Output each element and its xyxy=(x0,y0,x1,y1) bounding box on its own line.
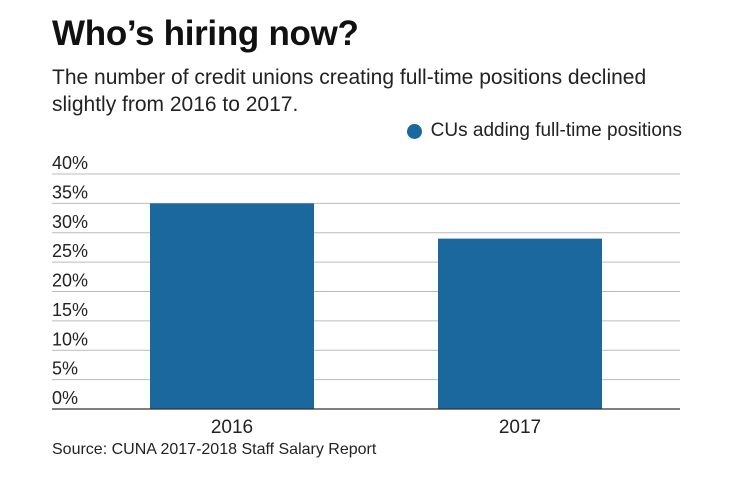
y-tick-label: 20% xyxy=(52,271,88,291)
chart-title: Who’s hiring now? xyxy=(52,14,359,53)
bar-2016 xyxy=(150,203,314,409)
y-tick-label: 5% xyxy=(52,359,78,379)
legend: CUs adding full-time positions xyxy=(406,120,682,142)
bars xyxy=(150,203,602,409)
y-tick-label: 40% xyxy=(52,153,88,173)
y-tick-label: 10% xyxy=(52,329,88,349)
y-axis-ticks: 0% 5% 10% 15% 20% 25% 30% 35% 40% xyxy=(52,153,88,408)
source-note: Source: CUNA 2017-2018 Staff Salary Repo… xyxy=(52,441,377,458)
y-tick-label: 0% xyxy=(52,388,78,408)
y-tick-label: 25% xyxy=(52,241,88,261)
chart-subtitle: The number of credit unions creating ful… xyxy=(52,66,647,116)
bar-2017 xyxy=(438,238,602,409)
y-tick-label: 15% xyxy=(52,300,88,320)
legend-swatch-icon xyxy=(406,123,422,139)
x-tick-label: 2016 xyxy=(211,417,253,438)
y-tick-label: 35% xyxy=(52,182,88,202)
legend-label: CUs adding full-time positions xyxy=(430,120,682,141)
x-tick-label: 2017 xyxy=(499,417,541,438)
x-axis-labels: 2016 2017 xyxy=(211,417,541,438)
y-tick-label: 30% xyxy=(52,212,88,232)
